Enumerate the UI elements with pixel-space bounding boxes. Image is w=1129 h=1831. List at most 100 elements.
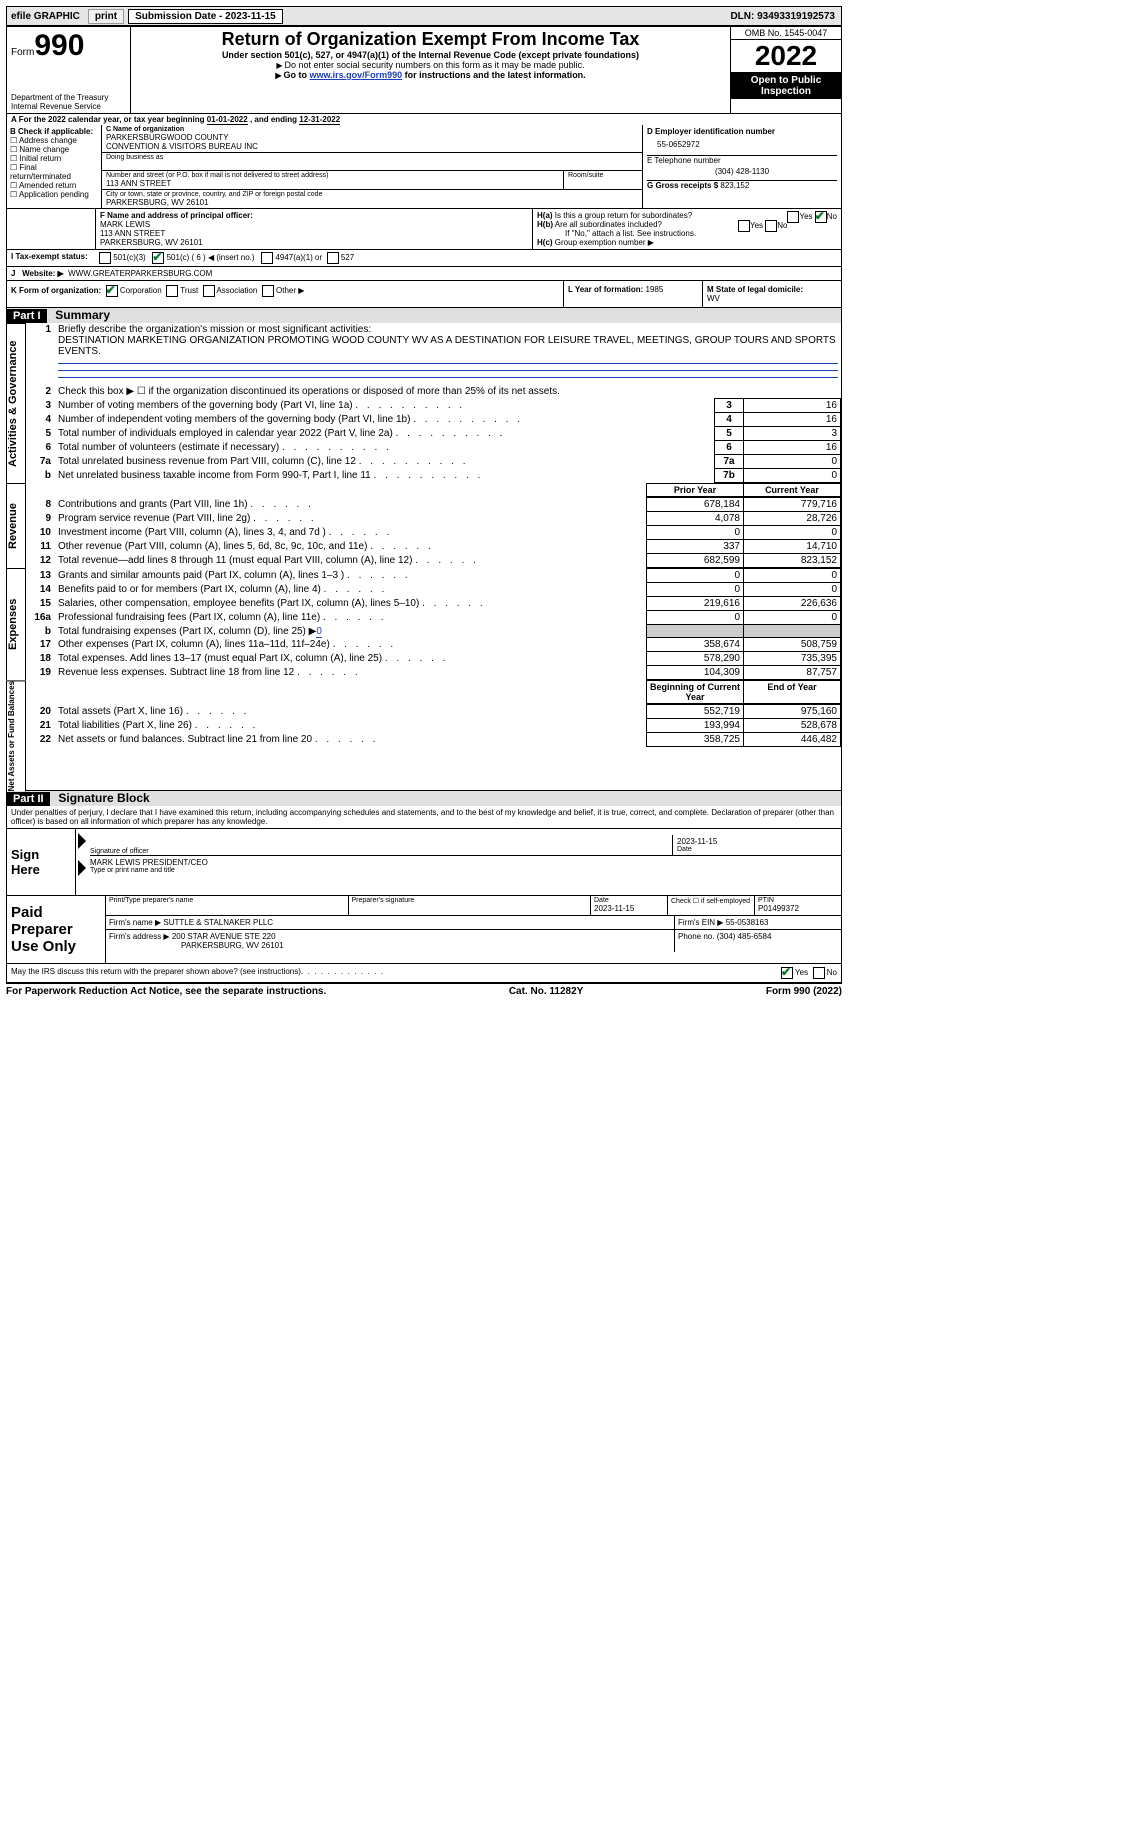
section-h: H(a) Is this a group return for subordin… [532,209,841,249]
prior-value: 682,599 [647,554,744,568]
current-value: 87,757 [744,666,841,680]
line-num: b [26,469,55,483]
prior-value: 552,719 [647,705,744,719]
line-num: 4 [26,413,55,427]
line-text: Total unrelated business revenue from Pa… [55,455,715,469]
col-d: D Employer identification number 55-0652… [642,125,841,208]
current-value: 823,152 [744,554,841,568]
line-num: 11 [26,540,55,554]
prior-value: 4,078 [647,512,744,526]
sidebar-governance: Activities & Governance [6,323,26,483]
subtitle-1: Under section 501(c), 527, or 4947(a)(1)… [137,50,724,60]
prep-date: 2023-11-15 [594,904,664,913]
cb-ha-no[interactable] [815,211,827,223]
current-value: 226,636 [744,597,841,611]
line-k: K Form of organization: Corporation Trus… [7,281,563,307]
cb-application-pending[interactable]: ☐ Application pending [10,190,98,199]
paid-preparer-label: Paid Preparer Use Only [7,896,106,963]
cb-trust[interactable] [166,285,178,297]
line-num: 7a [26,455,55,469]
signature-arrow-icon [78,860,86,876]
title-cell: Return of Organization Exempt From Incom… [131,27,730,113]
line-value: 16 [744,413,841,427]
line-value: 0 [744,455,841,469]
top-bar: efile GRAPHIC print Submission Date - 20… [6,6,842,26]
current-value: 14,710 [744,540,841,554]
print-button[interactable]: print [88,9,124,24]
cb-association[interactable] [203,285,215,297]
principal-officer: F Name and address of principal officer:… [96,209,532,249]
cb-527[interactable] [327,252,339,264]
prior-value: 193,994 [647,719,744,733]
col-c: C Name of organization PARKERSBURGWOOD C… [102,125,642,208]
cb-address-change[interactable]: ☐ Address change [10,136,98,145]
cb-discuss-no[interactable] [813,967,825,979]
prior-value: 0 [647,611,744,625]
line-text: Grants and similar amounts paid (Part IX… [55,569,647,583]
line-2: Check this box ▶ ☐ if the organization d… [55,385,841,398]
current-value: 528,678 [744,719,841,733]
part2-header: Part II [7,792,50,806]
line-box: 7b [715,469,744,483]
submission-date: Submission Date - 2023-11-15 [128,9,283,24]
line-text: Total expenses. Add lines 13–17 (must eq… [55,652,647,666]
cb-discuss-yes[interactable] [781,967,793,979]
col-b: B Check if applicable: ☐ Address change … [7,125,102,208]
line-text: Total liabilities (Part X, line 26) . . … [55,719,647,733]
cb-501c[interactable] [152,252,164,264]
current-value: 779,716 [744,498,841,512]
line-i: I Tax-exempt status: 501(c)(3) 501(c) ( … [6,250,842,267]
part2-title: Signature Block [52,791,149,805]
col-prior: Prior Year [647,484,744,497]
line-num: 3 [26,399,55,413]
line-text: Total number of volunteers (estimate if … [55,441,715,455]
cb-initial-return[interactable]: ☐ Initial return [10,154,98,163]
cb-amended[interactable]: ☐ Amended return [10,181,98,190]
form-cell: Form990 Department of the Treasury Inter… [7,27,131,113]
signature-arrow-icon [78,833,86,849]
line-num: 20 [26,705,55,719]
line-num: 8 [26,498,55,512]
current-value: 0 [744,526,841,540]
cb-hb-yes[interactable] [738,220,750,232]
line-num: 16a [26,611,55,625]
cb-self-employed[interactable]: Check ☐ if self-employed [668,896,755,915]
line-a: A For the 2022 calendar year, or tax yea… [6,113,842,125]
prior-value: 219,616 [647,597,744,611]
sig-date: 2023-11-15 [677,837,837,846]
line-text: Total number of individuals employed in … [55,427,715,441]
officer-name: MARK LEWIS PRESIDENT/CEO [90,858,841,867]
current-value: 735,395 [744,652,841,666]
sidebar-expenses: Expenses [6,568,26,680]
current-value: 446,482 [744,733,841,747]
current-value: 975,160 [744,705,841,719]
sidebar-net-assets: Net Assets or Fund Balances [6,680,26,791]
line-value: 0 [744,469,841,483]
city-state-zip: PARKERSBURG, WV 26101 [106,198,638,207]
cb-501c3[interactable] [99,252,111,264]
cb-final-return[interactable]: ☐ Final return/terminated [10,163,98,181]
cb-ha-yes[interactable] [787,211,799,223]
phone: (304) 428-1130 [647,165,837,180]
line-box: 5 [715,427,744,441]
line-text: Other expenses (Part IX, column (A), lin… [55,638,647,652]
line-j: J Website: ▶ WWW.GREATERPARKERSBURG.COM [6,267,842,281]
ein: 55-0652972 [647,136,837,155]
cb-name-change[interactable]: ☐ Name change [10,145,98,154]
cb-4947[interactable] [261,252,273,264]
prior-value: 337 [647,540,744,554]
cb-hb-no[interactable] [765,220,777,232]
line-text: Salaries, other compensation, employee b… [55,597,647,611]
line-m: M State of legal domicile:WV [702,281,841,307]
line-text: Contributions and grants (Part VIII, lin… [55,498,647,512]
prior-value: 678,184 [647,498,744,512]
line-text: Total fundraising expenses (Part IX, col… [55,625,647,638]
irs-link[interactable]: www.irs.gov/Form990 [309,70,402,80]
current-value: 0 [744,569,841,583]
line-text: Investment income (Part VIII, column (A)… [55,526,647,540]
cb-corporation[interactable] [106,285,118,297]
cb-other[interactable] [262,285,274,297]
current-value: 0 [744,583,841,597]
discuss-line: May the IRS discuss this return with the… [6,964,842,984]
line-text: Number of independent voting members of … [55,413,715,427]
